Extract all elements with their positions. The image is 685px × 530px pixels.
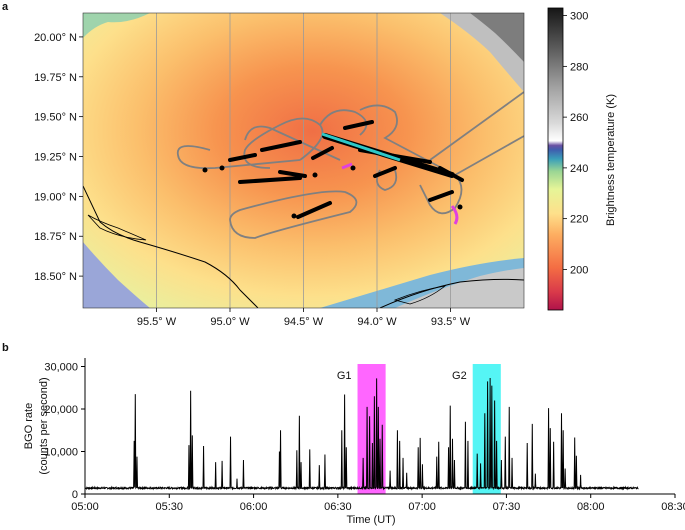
- map-lon-tick-label-3: 94.0° W: [357, 316, 397, 328]
- colorbar-tick-label-4: 260: [570, 112, 588, 124]
- cloud-cold-region-bottom: [83, 242, 150, 308]
- track-segment-g1: [341, 162, 459, 225]
- colorbar-tick-label-1: 200: [570, 264, 588, 276]
- colorbar-tick-label-2: 220: [570, 214, 588, 226]
- x-tick-label-1: 05:30: [156, 501, 184, 513]
- colorbar-tick-label-5: 280: [570, 61, 588, 73]
- lagoon-outline-east: [393, 285, 447, 305]
- map-lat-tick-label-6: 18.50° N: [34, 271, 77, 283]
- map-lat-ticks: 20.00° N 19.75° N 19.50° N 19.25° N 19.00° N…: [34, 32, 83, 283]
- highlight-band-g1: [357, 364, 386, 494]
- bgo-rate-series: [85, 377, 639, 491]
- panel-label-a: a: [2, 1, 9, 13]
- map-lat-tick-label-0: 20.00° N: [34, 32, 77, 44]
- y-tick-label-0: 0: [72, 489, 78, 501]
- annotation-labels: G1 G2: [337, 370, 467, 382]
- y-axis-label: BGO rate: [23, 403, 35, 449]
- y-tick-label-1: 10,000: [44, 447, 78, 459]
- colorbar-ticks: 200 220 240 260 280 300: [563, 11, 588, 276]
- x-ticks: 05:00 05:30 06:00 06:30 07:00 07:30 08:00 08:30: [71, 494, 685, 513]
- map-lat-tick-label-5: 18.75° N: [34, 231, 77, 243]
- map-lon-ticks: 95.5° W 95.0° W 94.5° W 94.0° W 93.5° W: [137, 308, 471, 328]
- colorbar: 200 220 240 260 280 300 Brightness temperatur…: [547, 7, 617, 311]
- cloud-cold-region-top-left: [83, 13, 150, 38]
- map-lat-tick-label-4: 19.00° N: [34, 191, 77, 203]
- map-panel: 20.00° N 19.75° N 19.50° N 19.25° N 19.00° N…: [34, 12, 525, 328]
- x-tick-label-3: 06:30: [324, 501, 352, 513]
- map-lon-tick-label-0: 95.5° W: [137, 316, 177, 328]
- map-lon-tick-label-1: 95.0° W: [210, 316, 250, 328]
- x-tick-label-2: 06:00: [240, 501, 268, 513]
- map-lat-tick-label-3: 19.25° N: [34, 152, 77, 164]
- x-tick-label-5: 07:30: [493, 501, 521, 513]
- annotation-label-g1: G1: [337, 370, 352, 382]
- colorbar-tick-label-6: 300: [570, 11, 588, 23]
- coastline: [83, 185, 259, 308]
- x-tick-label-0: 05:00: [71, 501, 99, 513]
- x-tick-label-6: 08:00: [577, 501, 605, 513]
- map-lat-tick-label-2: 19.50° N: [34, 112, 77, 124]
- y-ticks: 0 10,000 20,000 30,000: [44, 362, 85, 501]
- colorbar-tick-label-3: 240: [570, 163, 588, 175]
- y-tick-label-2: 20,000: [44, 404, 78, 416]
- y-tick-label-3: 30,000: [44, 362, 78, 374]
- map-lon-tick-label-4: 93.5° W: [431, 316, 471, 328]
- map-lon-tick-label-2: 94.5° W: [284, 316, 324, 328]
- x-tick-label-4: 07:00: [408, 501, 436, 513]
- annotation-label-g2: G2: [452, 370, 467, 382]
- x-tick-label-7: 08:30: [661, 501, 685, 513]
- cloud-cold-region-top-right-inner: [470, 13, 524, 62]
- coastline-east: [379, 278, 524, 308]
- colorbar-gradient: [547, 7, 564, 311]
- map-lat-tick-label-1: 19.75° N: [34, 72, 77, 84]
- cloud-cold-region-bottom-right-inner: [395, 268, 524, 308]
- panel-label-b: b: [2, 342, 9, 354]
- x-axis-label: Time (UT): [346, 514, 395, 526]
- track-segment-g2: [321, 132, 401, 162]
- lagoon-outline: [87, 214, 147, 241]
- time-series-panel: 0 10,000 20,000 30,000 05:00 05:30 06:00 06:30…: [23, 358, 685, 526]
- colorbar-label: Brightness temperature (K): [605, 94, 617, 226]
- y-axis-sublabel: (counts per second): [38, 377, 50, 474]
